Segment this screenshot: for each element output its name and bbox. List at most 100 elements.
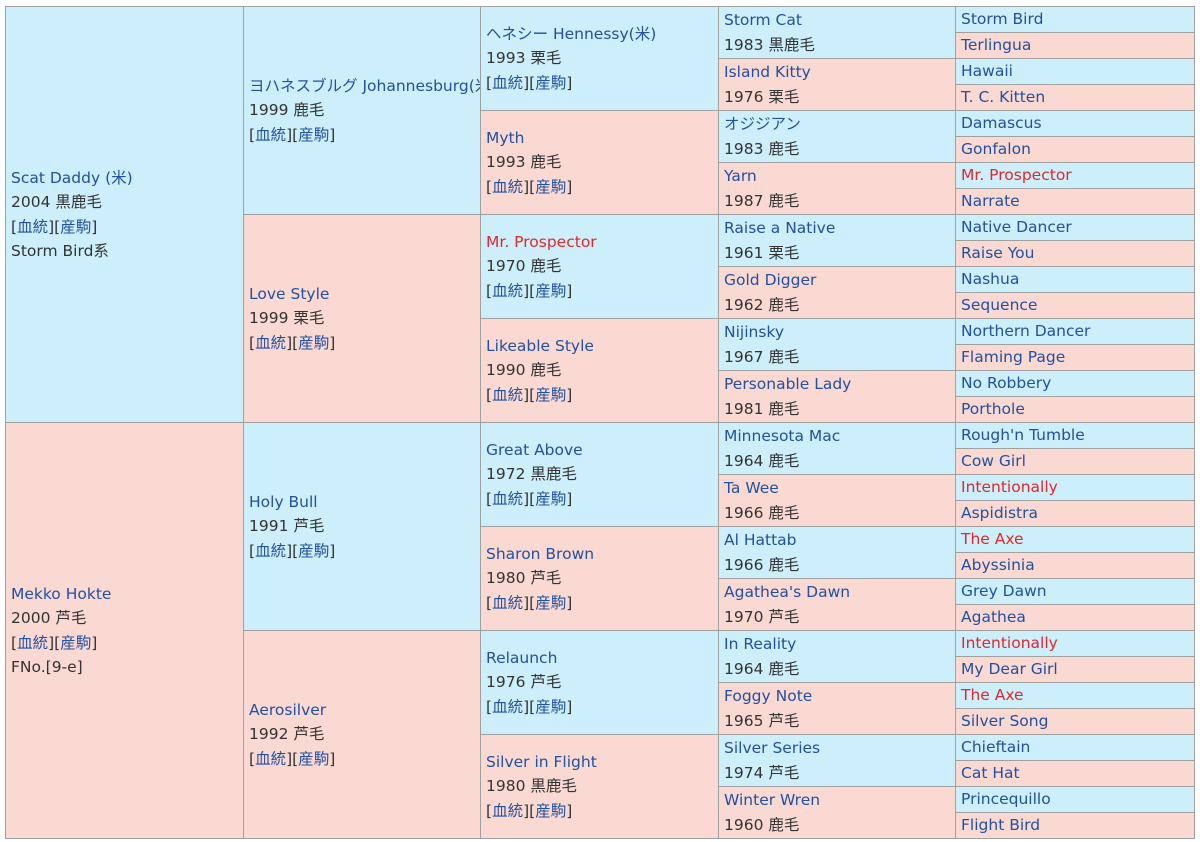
gen4-name[interactable]: Agathea's Dawn bbox=[724, 583, 851, 601]
dam-name[interactable]: Mekko Hokte bbox=[11, 584, 112, 603]
gen4-name[interactable]: Personable Lady bbox=[724, 375, 852, 393]
sire-name[interactable]: Scat Daddy bbox=[11, 168, 101, 187]
gen5-name[interactable]: Terlingua bbox=[961, 36, 1032, 55]
gen5-name[interactable]: Silver Song bbox=[961, 712, 1049, 731]
gen4-name[interactable]: Island Kitty bbox=[724, 63, 811, 81]
gen4-name[interactable]: オジジアン bbox=[724, 115, 801, 133]
gen5-name[interactable]: No Robbery bbox=[961, 374, 1052, 393]
gen5-name[interactable]: Chieftain bbox=[961, 738, 1031, 757]
offspring-link[interactable]: 産駒 bbox=[298, 541, 330, 560]
gen5-name[interactable]: Northern Dancer bbox=[961, 322, 1091, 341]
gen3-name[interactable]: Myth bbox=[486, 128, 525, 147]
pedigree-link[interactable]: 血統 bbox=[492, 593, 524, 612]
offspring-link[interactable]: 産駒 bbox=[60, 633, 92, 652]
gen5-cell: Princequillo bbox=[955, 786, 1195, 813]
gen4-name[interactable]: Ta Wee bbox=[724, 479, 779, 497]
gen5-name[interactable]: T. C. Kitten bbox=[961, 88, 1046, 107]
gen5-name[interactable]: Flight Bird bbox=[961, 816, 1041, 835]
gen4-name[interactable]: Al Hattab bbox=[724, 531, 797, 549]
gen5-name[interactable]: Sequence bbox=[961, 296, 1038, 315]
gen4-name[interactable]: Foggy Note bbox=[724, 687, 813, 705]
gen5-name[interactable]: Damascus bbox=[961, 114, 1042, 133]
offspring-link[interactable]: 産駒 bbox=[298, 749, 330, 768]
gen3-name[interactable]: Likeable Style bbox=[486, 336, 594, 355]
gen5-name[interactable]: Cat Hat bbox=[961, 764, 1020, 783]
gen5-name[interactable]: Mr. Prospector bbox=[961, 166, 1072, 185]
offspring-link[interactable]: 産駒 bbox=[535, 281, 567, 300]
gen5-name[interactable]: Intentionally bbox=[961, 478, 1058, 497]
offspring-link[interactable]: 産駒 bbox=[298, 333, 330, 352]
offspring-link[interactable]: 産駒 bbox=[535, 385, 567, 404]
pedigree-link[interactable]: 血統 bbox=[255, 333, 287, 352]
sire-origin[interactable]: (米) bbox=[105, 168, 133, 187]
pedigree-link[interactable]: 血統 bbox=[255, 749, 287, 768]
gen5-name[interactable]: Nashua bbox=[961, 270, 1020, 289]
gen5-name[interactable]: Native Dancer bbox=[961, 218, 1072, 237]
gen2-name[interactable]: Johannesburg(米) bbox=[362, 76, 479, 95]
pedigree-link[interactable]: 血統 bbox=[17, 633, 49, 652]
gen4-cell: In Reality 1964 鹿毛 bbox=[718, 630, 956, 683]
gen2-name[interactable]: Aerosilver bbox=[249, 700, 327, 719]
gen3-name[interactable]: Sharon Brown bbox=[486, 544, 595, 563]
offspring-link[interactable]: 産駒 bbox=[535, 177, 567, 196]
pedigree-link[interactable]: 血統 bbox=[492, 73, 524, 92]
gen3-name[interactable]: Hennessy(米) bbox=[552, 24, 657, 43]
pedigree-link[interactable]: 血統 bbox=[255, 125, 287, 144]
gen5-name[interactable]: Aspidistra bbox=[961, 504, 1038, 523]
gen4-name[interactable]: In Reality bbox=[724, 635, 797, 653]
gen4-name[interactable]: Minnesota Mac bbox=[724, 427, 841, 445]
gen5-name[interactable]: Porthole bbox=[961, 400, 1025, 419]
gen5-name[interactable]: The Axe bbox=[961, 530, 1024, 549]
gen5-name[interactable]: Cow Girl bbox=[961, 452, 1026, 471]
pedigree-link[interactable]: 血統 bbox=[492, 489, 524, 508]
gen5-name[interactable]: Intentionally bbox=[961, 634, 1058, 653]
gen5-name[interactable]: Agathea bbox=[961, 608, 1026, 627]
gen4-name[interactable]: Raise a Native bbox=[724, 219, 836, 237]
pedigree-link[interactable]: 血統 bbox=[492, 177, 524, 196]
gen4-name[interactable]: Silver Series bbox=[724, 739, 821, 757]
pedigree-link[interactable]: 血統 bbox=[492, 801, 524, 820]
offspring-link[interactable]: 産駒 bbox=[535, 801, 567, 820]
pedigree-link[interactable]: 血統 bbox=[492, 385, 524, 404]
gen5-name[interactable]: Storm Bird bbox=[961, 10, 1044, 29]
gen4-name[interactable]: Winter Wren bbox=[724, 791, 821, 809]
gen2-name[interactable]: Love Style bbox=[249, 284, 330, 303]
pedigree-link[interactable]: 血統 bbox=[492, 281, 524, 300]
gen5-name[interactable]: Abyssinia bbox=[961, 556, 1035, 575]
gen4-name[interactable]: Gold Digger bbox=[724, 271, 817, 289]
gen3-name[interactable]: Silver in Flight bbox=[486, 752, 597, 771]
gen5-name[interactable]: Hawaii bbox=[961, 62, 1013, 81]
pedigree-link[interactable]: 血統 bbox=[255, 541, 287, 560]
gen2-name-jp[interactable]: ヨハネスブルグ bbox=[249, 76, 358, 95]
offspring-link[interactable]: 産駒 bbox=[535, 489, 567, 508]
gen5-name[interactable]: The Axe bbox=[961, 686, 1024, 705]
offspring-link[interactable]: 産駒 bbox=[535, 593, 567, 612]
gen3-name[interactable]: Relaunch bbox=[486, 648, 558, 667]
gen2-info: 1992 芦毛 bbox=[249, 725, 325, 744]
gen5-name[interactable]: My Dear Girl bbox=[961, 660, 1058, 679]
gen4-name[interactable]: Storm Cat bbox=[724, 11, 802, 29]
pedigree-link[interactable]: 血統 bbox=[17, 217, 49, 236]
offspring-link[interactable]: 産駒 bbox=[60, 217, 92, 236]
offspring-link[interactable]: 産駒 bbox=[298, 125, 330, 144]
gen2-name[interactable]: Holy Bull bbox=[249, 492, 318, 511]
pedigree-link[interactable]: 血統 bbox=[492, 697, 524, 716]
gen5-name[interactable]: Gonfalon bbox=[961, 140, 1031, 159]
gen4-name[interactable]: Yarn bbox=[724, 167, 757, 185]
offspring-link[interactable]: 産駒 bbox=[535, 697, 567, 716]
gen4-name[interactable]: Nijinsky bbox=[724, 323, 785, 341]
gen3-name[interactable]: Mr. Prospector bbox=[486, 232, 597, 251]
gen5-cell: Flaming Page bbox=[955, 344, 1195, 371]
pedigree-table: Scat Daddy (米) 2004 黒鹿毛 [血統][産駒] Storm B… bbox=[5, 6, 1195, 839]
gen5-name[interactable]: Flaming Page bbox=[961, 348, 1066, 367]
offspring-link[interactable]: 産駒 bbox=[535, 73, 567, 92]
gen5-name[interactable]: Rough'n Tumble bbox=[961, 426, 1085, 445]
gen5-cell: Cow Girl bbox=[955, 448, 1195, 475]
gen5-name[interactable]: Narrate bbox=[961, 192, 1020, 211]
gen5-name[interactable]: Grey Dawn bbox=[961, 582, 1047, 601]
gen3-name-jp[interactable]: ヘネシー bbox=[486, 24, 549, 43]
gen3-name[interactable]: Great Above bbox=[486, 440, 583, 459]
gen5-name[interactable]: Raise You bbox=[961, 244, 1035, 263]
gen3-cell: Likeable Style 1990 鹿毛 [血統][産駒] bbox=[480, 318, 719, 423]
gen5-name[interactable]: Princequillo bbox=[961, 790, 1051, 809]
